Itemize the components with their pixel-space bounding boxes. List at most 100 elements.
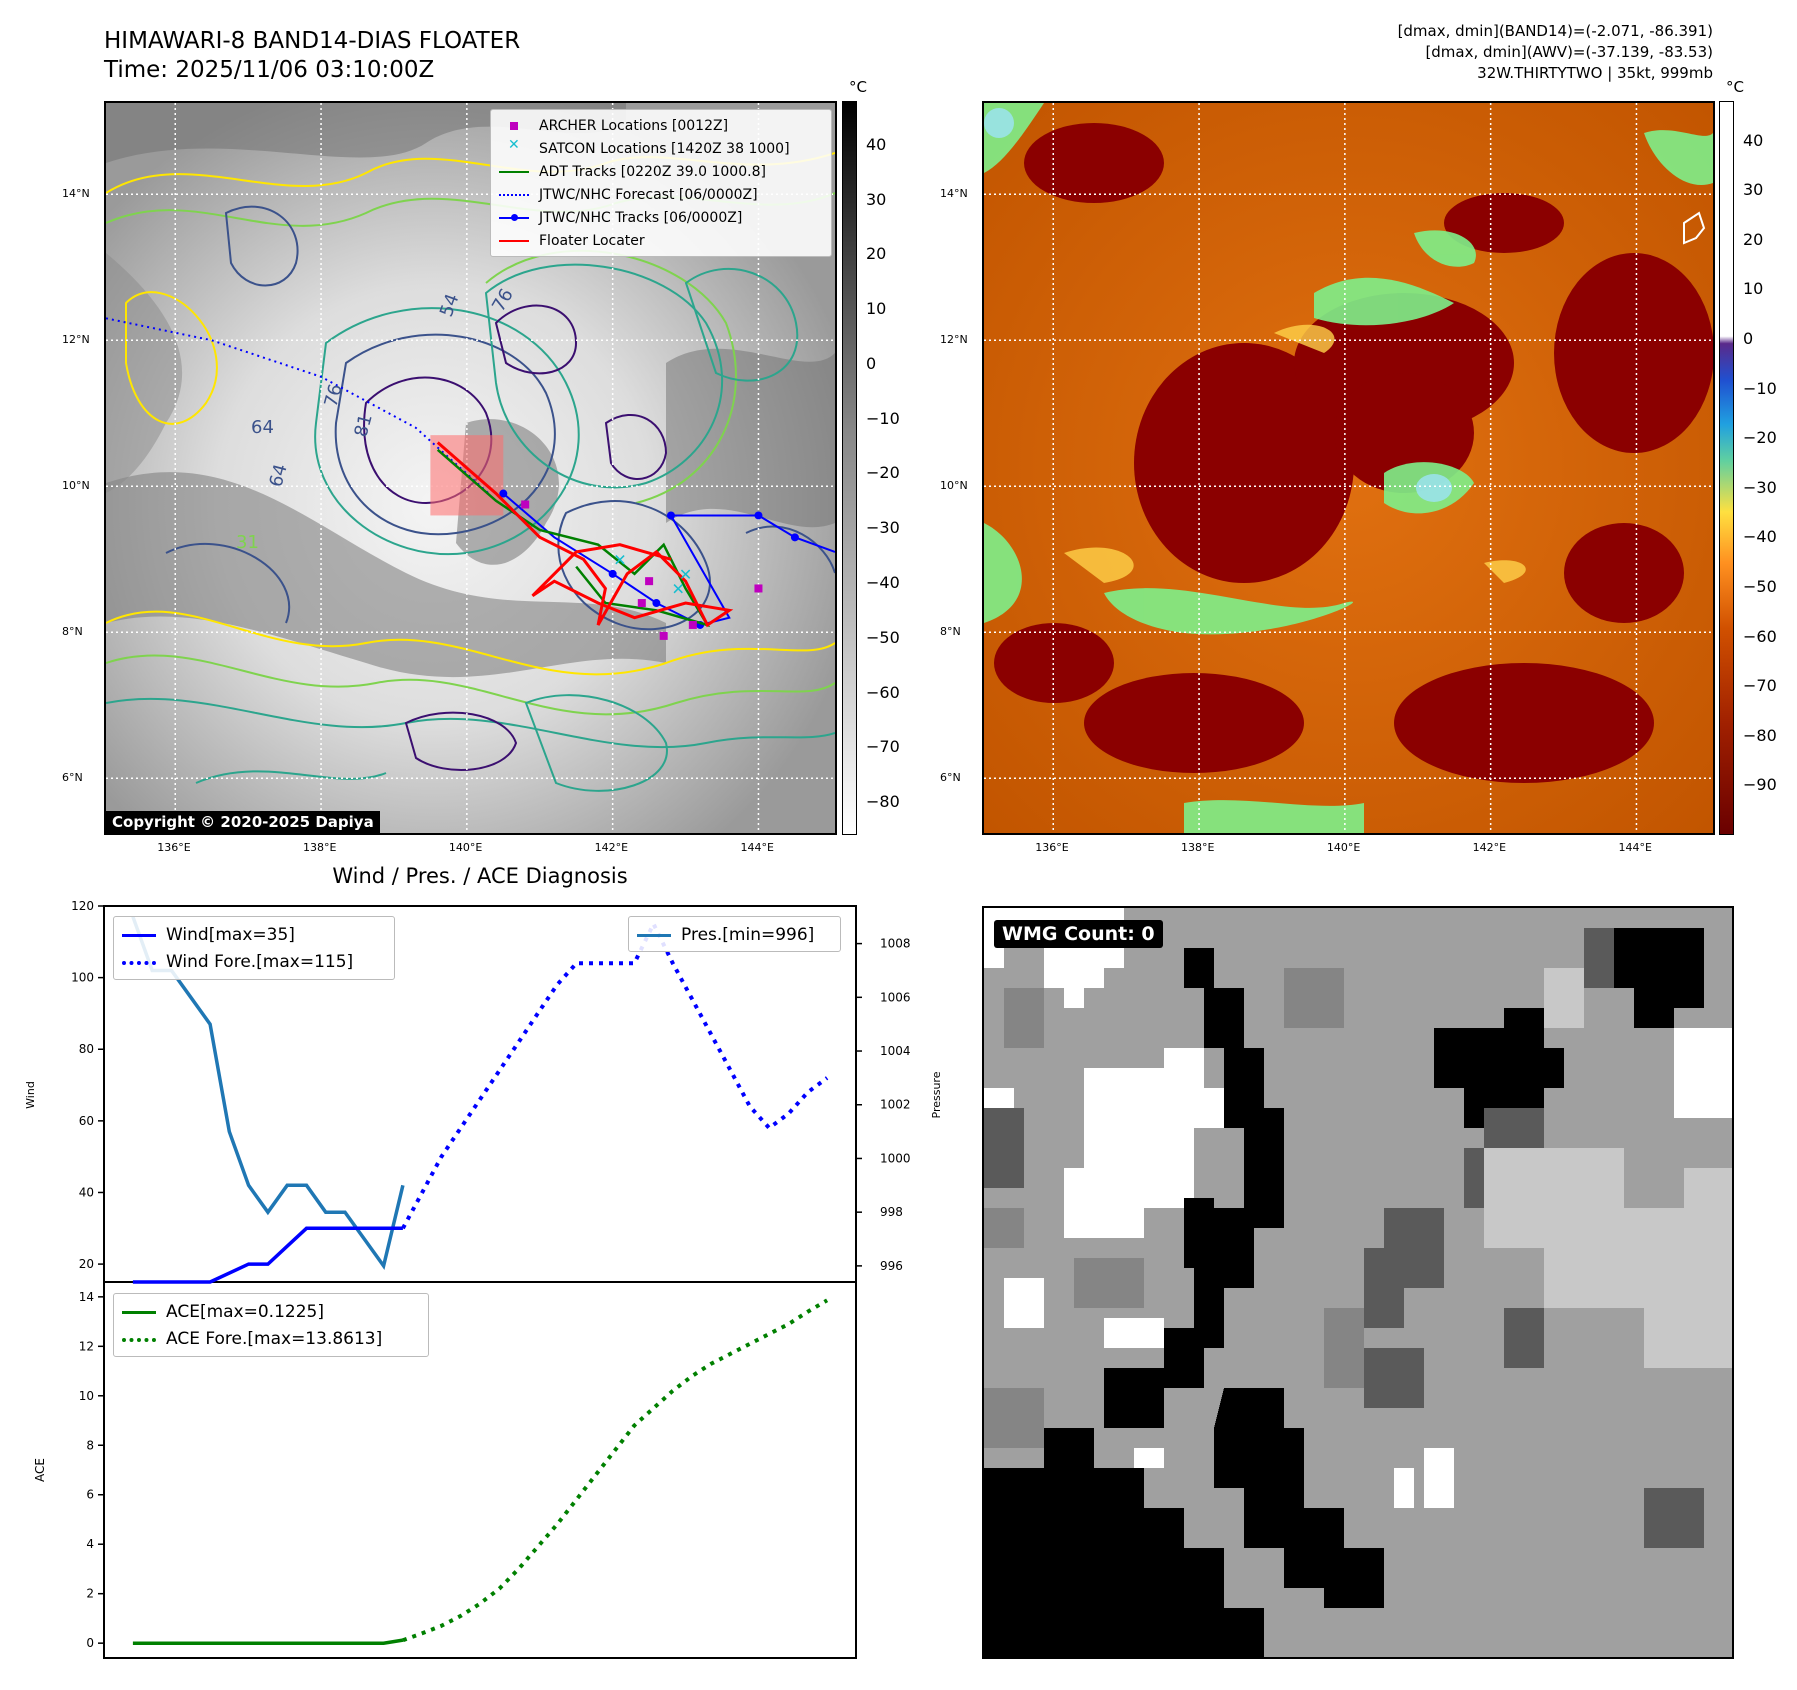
legend-label: JTWC/NHC Forecast [06/0000Z] [539, 186, 758, 203]
map-legend: ARCHER Locations [0012Z] ✕ SATCON Locati… [490, 109, 832, 257]
ace-legend: ACE[max=0.1225] ACE Fore.[max=13.8613] [113, 1293, 429, 1357]
x-marker-icon: ✕ [508, 136, 520, 153]
colorbar-tick-label: 10 [866, 299, 887, 319]
dotted-line-swatch-icon [122, 1329, 156, 1349]
pressure-tick-label: 996 [880, 1259, 903, 1273]
pressure-axis: 996 998 1000 1002 1004 1006 1008 [856, 937, 911, 1273]
colorbar-tick-label: −50 [866, 627, 900, 647]
colorbar-tick-label: 40 [866, 134, 887, 154]
colorbar-tick-label: 30 [866, 189, 887, 209]
jtwc-track-point [790, 533, 799, 542]
lon-tick-label: 140°E [448, 841, 483, 854]
pressure-tick-label: 1002 [880, 1098, 911, 1112]
legend-label: ACE Fore.[max=13.8613] [166, 1328, 383, 1349]
pressure-legend: Pres.[min=996] [628, 916, 841, 952]
legend-item-jtwc-forecast: JTWC/NHC Forecast [06/0000Z] [499, 183, 823, 206]
archer-point [645, 577, 654, 586]
gray-colorbar [842, 101, 857, 835]
dotted-line-swatch-icon [122, 952, 156, 972]
legend-label: Wind[max=35] [166, 924, 295, 945]
line-swatch-icon [122, 925, 156, 945]
colorbar-tick-label: −70 [866, 737, 900, 757]
series-line [132, 1638, 404, 1645]
lon-tick-label: 142°E [594, 841, 629, 854]
legend-item-satcon: ✕ SATCON Locations [1420Z 38 1000] [499, 137, 823, 160]
legend-item-ace-forecast: ACE Fore.[max=13.8613] [122, 1325, 420, 1352]
colorbar-tick-label: −50 [1743, 577, 1777, 597]
colorbar-tick-label: −70 [1743, 676, 1777, 696]
wind-tick-label: 100 [71, 971, 94, 985]
lon-tick-label: 138°E [303, 841, 337, 854]
legend-item-jtwc-tracks: JTWC/NHC Tracks [06/0000Z] [499, 206, 823, 229]
legend-item-wind: Wind[max=35] [122, 921, 386, 948]
wind-legend: Wind[max=35] Wind Fore.[max=115] [113, 916, 395, 980]
line-swatch-icon [637, 925, 671, 945]
ace-axis: 0 2 4 6 8 10 12 14 [79, 1290, 104, 1650]
legend-label: ARCHER Locations [0012Z] [539, 117, 729, 134]
pressure-tick-label: 1000 [880, 1151, 911, 1165]
line-swatch-icon [499, 162, 529, 182]
storm-info: 32W.THIRTYTWO | 35kt, 999mb [1477, 64, 1713, 82]
archer-point [688, 620, 697, 629]
satcon-point: ✕ [672, 579, 685, 598]
lat-tick-label: 6°N [62, 771, 83, 785]
lat-tick-label: 8°N [940, 625, 961, 639]
lon-tick-label: 138°E [1181, 841, 1215, 854]
line-swatch-icon [122, 1302, 156, 1322]
pressure-axis-label: Pressure [930, 1071, 943, 1118]
wind-axis-label: Wind [24, 1081, 37, 1109]
colorbar-tick-label: −10 [866, 408, 900, 428]
ace-plot-frame [103, 1281, 857, 1659]
color-colorbar-unit: °C [1726, 78, 1744, 96]
ir-color-svg [984, 103, 1713, 833]
colorbar-tick-label: 30 [1743, 180, 1764, 200]
colorbar-tick-label: −90 [1743, 775, 1777, 795]
lat-tick-label: 12°N [940, 333, 968, 347]
colorbar-tick-label: −60 [866, 682, 900, 702]
ace-series [132, 1298, 829, 1645]
colorbar-tick-label: 20 [1743, 229, 1764, 249]
figure-time: Time: 2025/11/06 03:10:00Z [104, 57, 435, 83]
legend-label: ACE[max=0.1225] [166, 1301, 324, 1322]
ace-tick-label: 6 [86, 1488, 94, 1502]
lon-tick-label: 140°E [1326, 841, 1361, 854]
wmg-svg [984, 908, 1732, 1657]
square-marker-icon [499, 116, 529, 136]
line-swatch-icon [499, 231, 529, 251]
jtwc-forecast-track [106, 317, 490, 495]
floater-locater-track [436, 441, 734, 628]
lat-tick-label: 6°N [940, 771, 961, 785]
colorbar-tick-label: −80 [1743, 725, 1777, 745]
series-line [132, 1226, 403, 1284]
legend-label: ADT Tracks [0220Z 39.0 1000.8] [539, 163, 766, 180]
diagnosis-title: Wind / Pres. / ACE Diagnosis [332, 864, 628, 888]
wind-tick-label: 80 [79, 1042, 94, 1056]
lat-tick-label: 8°N [62, 625, 83, 639]
archer-point [521, 500, 530, 509]
archer-locations [521, 500, 763, 640]
jtwc-track-point [652, 599, 661, 608]
lat-tick-label: 14°N [62, 187, 90, 201]
legend-label: SATCON Locations [1420Z 38 1000] [539, 140, 790, 157]
archer-point [637, 599, 646, 608]
ir-color-map [982, 101, 1715, 835]
dotted-line-swatch-icon [499, 185, 529, 205]
series-line [402, 1298, 829, 1643]
ace-tick-label: 10 [79, 1389, 94, 1403]
line-dot-swatch-icon [499, 208, 529, 228]
colorbar-tick-label: 20 [866, 244, 887, 264]
lon-tick-label: 136°E [1035, 841, 1069, 854]
jtwc-track-point [666, 511, 675, 520]
jtwc-track-point [499, 489, 508, 498]
colorbar-tick-label: −30 [1743, 477, 1777, 497]
jtwc-track-point [754, 511, 763, 520]
contour-label: 31 [236, 532, 259, 553]
wind-tick-label: 120 [71, 899, 94, 913]
colorbar-tick-label: −20 [1743, 428, 1777, 448]
ace-tick-label: 0 [86, 1636, 94, 1650]
ace-tick-label: 12 [79, 1339, 94, 1353]
pressure-tick-label: 1004 [880, 1044, 911, 1058]
legend-item-adt: ADT Tracks [0220Z 39.0 1000.8] [499, 160, 823, 183]
lat-tick-label: 12°N [62, 333, 90, 347]
colorbar-tick-label: −30 [866, 518, 900, 538]
